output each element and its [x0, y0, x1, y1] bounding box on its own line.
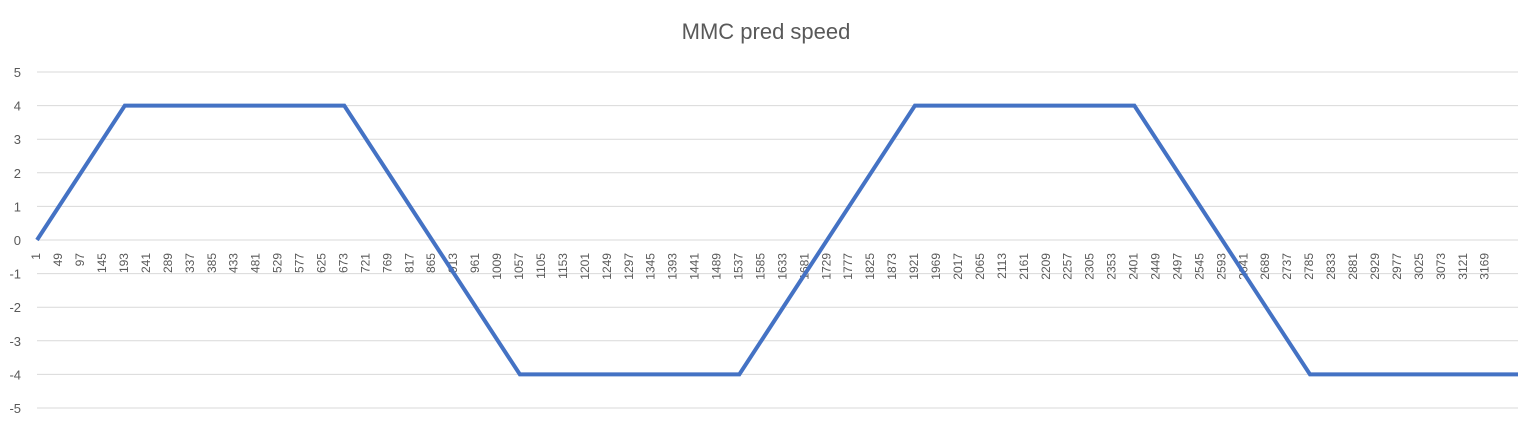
x-tick-label: 1201 [578, 253, 592, 280]
x-tick-label: 1921 [907, 253, 921, 280]
x-tick-label: 3169 [1478, 253, 1492, 280]
x-tick-label: 2929 [1368, 253, 1382, 280]
x-tick-label: 1777 [841, 253, 855, 280]
y-tick-label: 3 [14, 132, 21, 147]
y-tick-label: 5 [14, 65, 21, 80]
series-line-0 [35, 103, 1518, 377]
x-tick-label: 1537 [731, 253, 745, 280]
x-tick-label: 2401 [1127, 253, 1141, 280]
chart-title: MMC pred speed [682, 19, 851, 44]
x-tick-label: 2113 [995, 253, 1009, 279]
x-tick-label: 673 [336, 253, 350, 273]
y-tick-label: 4 [14, 99, 21, 114]
x-tick-label: 2161 [1017, 253, 1031, 280]
x-tick-label: 2977 [1390, 253, 1404, 280]
x-tick-label: 1489 [710, 253, 724, 280]
x-tick-label: 2641 [1236, 253, 1250, 280]
x-tick-label: 1 [29, 253, 43, 260]
y-tick-label: -5 [9, 401, 21, 416]
x-tick-label: 2689 [1258, 253, 1272, 280]
x-tick-label: 2785 [1302, 253, 1316, 280]
y-axis: 5 4 3 2 1 0 -1 -2 -3 -4 -5 [9, 65, 21, 416]
series-layer [35, 103, 1518, 377]
x-tick-label: 481 [249, 253, 263, 273]
x-tick-label: 2017 [951, 253, 965, 280]
x-tick-label: 2449 [1148, 253, 1162, 280]
x-tick-label: 961 [468, 253, 482, 273]
x-tick-label: 577 [293, 253, 307, 273]
x-tick-label: 2257 [1061, 253, 1075, 280]
y-tick-label: 1 [14, 199, 21, 214]
x-tick-label: 2737 [1280, 253, 1294, 280]
x-tick-label: 2833 [1324, 253, 1338, 280]
x-tick-label: 3073 [1434, 253, 1448, 280]
x-tick-label: 193 [117, 253, 131, 273]
x-tick-label: 145 [95, 253, 109, 273]
y-tick-label: 0 [14, 233, 21, 248]
x-tick-label: 3025 [1412, 253, 1426, 280]
x-tick-label: 1297 [622, 253, 636, 280]
x-tick-label: 2593 [1214, 253, 1228, 280]
x-tick-label: 1105 [534, 253, 548, 279]
x-tick-label: 1729 [819, 253, 833, 280]
y-tick-label: -4 [9, 367, 21, 382]
x-tick-label: 529 [271, 253, 285, 273]
x-tick-label: 49 [51, 253, 65, 267]
x-tick-label: 1969 [929, 253, 943, 280]
x-tick-label: 2209 [1039, 253, 1053, 280]
x-tick-label: 2305 [1083, 253, 1097, 280]
y-tick-label: 2 [14, 166, 21, 181]
x-tick-label: 817 [402, 253, 416, 273]
x-tick-label: 3121 [1456, 253, 1470, 280]
x-axis: 1 49 97 145 193 241 289 337 385 433 481 529 577 625 67… [29, 253, 1492, 280]
x-tick-label: 721 [358, 253, 372, 273]
x-tick-label: 1153 [556, 253, 570, 279]
x-tick-label: 1585 [753, 253, 767, 280]
x-tick-label: 1873 [885, 253, 899, 280]
gridlines [37, 71, 1518, 409]
x-tick-label: 1345 [644, 253, 658, 280]
x-tick-label: 2497 [1170, 253, 1184, 280]
x-tick-label: 2881 [1346, 253, 1360, 280]
x-tick-label: 1393 [666, 253, 680, 280]
x-tick-label: 2545 [1192, 253, 1206, 280]
x-tick-label: 97 [73, 253, 87, 267]
x-tick-label: 1057 [512, 253, 526, 280]
y-tick-label: -1 [9, 267, 21, 282]
x-tick-label: 1825 [863, 253, 877, 280]
y-tick-label: -3 [9, 334, 21, 349]
x-tick-label: 769 [380, 253, 394, 273]
x-tick-label: 337 [183, 253, 197, 273]
x-tick-label: 2065 [973, 253, 987, 280]
x-tick-label: 1249 [600, 253, 614, 280]
x-tick-label: 241 [139, 253, 153, 273]
x-tick-label: 2353 [1105, 253, 1119, 280]
x-tick-label: 1009 [490, 253, 504, 280]
x-tick-label: 625 [314, 253, 328, 273]
x-tick-label: 289 [161, 253, 175, 273]
x-tick-label: 1441 [688, 253, 702, 280]
x-tick-label: 385 [205, 253, 219, 273]
x-tick-label: 433 [227, 253, 241, 273]
y-tick-label: -2 [9, 300, 21, 315]
x-tick-label: 865 [424, 253, 438, 273]
x-tick-label: 1633 [775, 253, 789, 280]
